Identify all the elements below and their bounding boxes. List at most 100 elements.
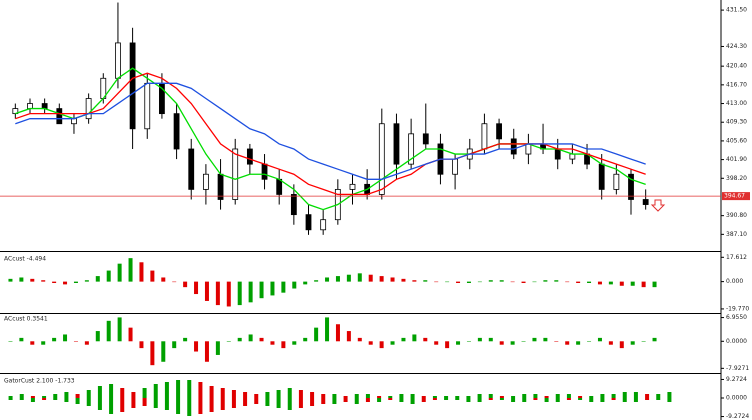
histogram-bar: [194, 281, 199, 295]
histogram-bar: [226, 341, 231, 342]
histogram-bar: [412, 334, 417, 342]
gator-bar: [499, 396, 504, 398]
histogram-bar: [183, 281, 188, 288]
moving-average: [15, 67, 646, 211]
gator-bar: [332, 398, 337, 404]
candle-body: [613, 173, 620, 190]
histogram-bar: [477, 281, 482, 283]
gator-bar: [287, 388, 292, 398]
histogram-bar: [335, 276, 340, 282]
y-tick-label: 390.80: [726, 212, 747, 219]
gator-bar: [421, 398, 426, 402]
candle-body: [496, 123, 502, 140]
histogram-bar: [183, 337, 188, 342]
histogram-bar: [401, 278, 406, 282]
gator-bar: [466, 398, 471, 402]
gator-bar: [209, 398, 214, 412]
gator-bar: [477, 398, 482, 402]
histogram-bar: [477, 337, 482, 342]
gator-bar: [19, 398, 24, 400]
histogram-bar: [499, 341, 504, 345]
gator-bar: [589, 396, 594, 398]
histogram-bar: [368, 341, 373, 345]
gator-bar: [667, 398, 672, 402]
gator-bar: [164, 398, 169, 410]
gator-bar: [488, 398, 493, 400]
histogram-bar: [106, 320, 111, 342]
histogram-bar: [325, 317, 330, 342]
histogram-bar: [259, 281, 264, 299]
candle-body: [349, 183, 356, 190]
gator-bar: [254, 394, 259, 398]
histogram-bar: [401, 337, 406, 342]
gator-bar: [153, 384, 158, 398]
y-tick-label: 420.40: [726, 63, 747, 70]
histogram-bar: [84, 341, 89, 345]
gator-bar: [30, 398, 35, 402]
y-tick-label: -9.2724: [726, 413, 749, 420]
gator-bar: [332, 394, 337, 398]
gator-bar: [544, 398, 549, 402]
histogram-bar: [390, 277, 395, 282]
candle-body: [598, 163, 605, 190]
gator-bar: [310, 398, 315, 406]
histogram-bar: [543, 337, 548, 342]
candle-body: [115, 42, 121, 79]
histogram-bar: [204, 341, 209, 362]
candle-body: [510, 138, 517, 155]
candle-body: [202, 173, 209, 190]
moving-average: [15, 82, 646, 180]
histogram-bar: [576, 281, 581, 283]
histogram-bar: [390, 341, 395, 345]
gator-bar: [120, 398, 125, 412]
histogram-bar: [565, 281, 570, 283]
gator-bar: [265, 398, 270, 406]
histogram-bar: [412, 280, 417, 282]
gator-bar: [109, 398, 114, 414]
gator-bar: [365, 394, 370, 398]
y-tick-label: 6.9550: [726, 314, 747, 321]
histogram-bar: [565, 341, 570, 345]
histogram-bar: [488, 337, 493, 342]
histogram-bar: [314, 280, 319, 282]
histogram-bar: [379, 341, 384, 349]
histogram-bar: [215, 281, 220, 306]
histogram-bar: [270, 281, 275, 296]
candle-body: [378, 123, 385, 195]
histogram-bar: [117, 317, 122, 342]
histogram-bar: [335, 324, 340, 342]
histogram-bar: [139, 262, 144, 282]
price-tag: [722, 192, 750, 201]
gator-bar: [75, 398, 80, 404]
candle-body: [305, 214, 312, 231]
gator-bar: [8, 398, 13, 400]
candle-body: [569, 153, 576, 160]
gator-bar: [75, 394, 80, 398]
y-tick-label: 405.60: [726, 137, 747, 144]
gator-bar: [365, 398, 370, 402]
gator-bar: [533, 398, 538, 400]
histogram-bar: [597, 337, 602, 342]
gator-bar: [298, 390, 303, 398]
gator-bar: [220, 398, 225, 410]
gator-bar: [611, 398, 616, 400]
candle-body: [232, 148, 239, 200]
candle-body: [290, 194, 297, 216]
y-tick-label: 401.90: [726, 156, 747, 163]
gator-bar: [354, 398, 359, 404]
histogram-bar: [641, 341, 646, 342]
y-tick-label: -7.9271: [726, 365, 749, 372]
histogram-bar: [30, 341, 35, 345]
histogram-bar: [510, 341, 515, 345]
candle-body: [41, 103, 48, 109]
candle-body: [628, 173, 634, 200]
gator-bar: [388, 398, 393, 400]
gator-bar: [511, 396, 516, 398]
candle-body: [452, 158, 459, 175]
histogram-bar: [161, 341, 166, 362]
candle-body: [393, 123, 400, 165]
gator-bar: [444, 398, 449, 400]
histogram-bar: [281, 281, 286, 293]
histogram-bar: [630, 281, 635, 286]
